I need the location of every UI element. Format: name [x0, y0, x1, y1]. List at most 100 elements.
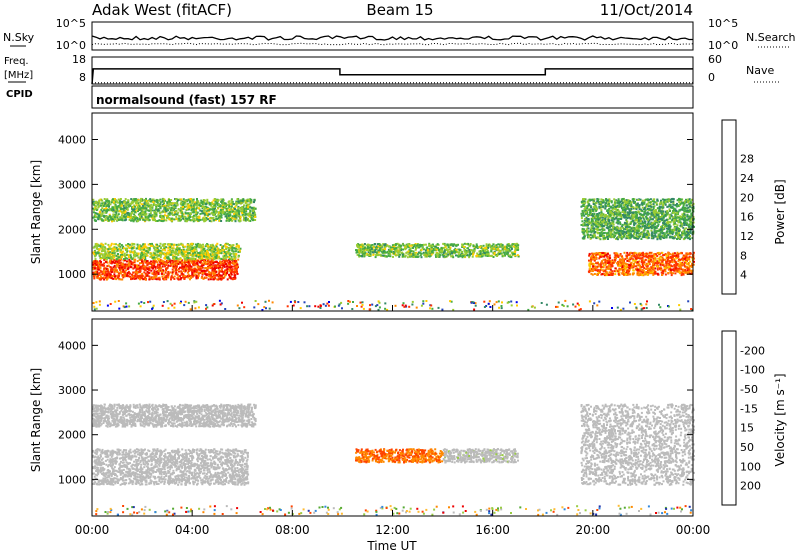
data-point — [104, 202, 107, 205]
data-point — [119, 251, 122, 254]
data-point — [137, 264, 140, 267]
data-point — [183, 257, 186, 260]
data-point — [224, 269, 227, 272]
data-point — [117, 259, 120, 262]
data-point — [124, 198, 127, 201]
data-point — [210, 220, 213, 223]
data-point — [114, 267, 117, 270]
data-point — [242, 214, 245, 217]
data-point — [163, 262, 166, 265]
data-point — [626, 251, 629, 254]
data-point — [197, 207, 200, 210]
data-point — [420, 256, 423, 259]
data-point — [95, 260, 98, 263]
data-point — [144, 216, 147, 219]
data-point — [177, 276, 180, 279]
data-point — [195, 277, 198, 280]
data-point — [213, 255, 216, 258]
data-point — [211, 243, 214, 246]
data-point — [192, 210, 195, 213]
data-point — [189, 265, 192, 268]
data-point — [182, 273, 185, 276]
data-point — [193, 202, 196, 205]
data-point — [158, 245, 161, 248]
data-point — [101, 273, 104, 275]
data-point — [97, 268, 100, 271]
data-point — [200, 265, 203, 268]
data-point — [154, 267, 157, 270]
data-point — [236, 270, 238, 273]
data-point — [389, 255, 392, 258]
data-point — [171, 208, 174, 211]
data-point — [134, 265, 136, 268]
data-point — [133, 204, 136, 207]
data-point — [232, 250, 235, 253]
data-point — [114, 209, 117, 212]
data-point — [96, 216, 99, 219]
data-point — [108, 251, 111, 254]
data-point — [202, 219, 205, 221]
data-point — [206, 269, 209, 271]
data-point — [146, 270, 149, 273]
data-point — [215, 217, 218, 220]
data-point — [166, 273, 169, 276]
data-point — [96, 202, 99, 205]
data-point — [228, 211, 231, 214]
data-point — [103, 278, 106, 281]
data-point — [194, 264, 197, 267]
data-point — [182, 245, 184, 248]
data-point — [219, 260, 221, 263]
data-point — [176, 259, 179, 261]
data-point — [641, 274, 644, 277]
data-point — [236, 198, 239, 201]
data-point — [97, 272, 100, 275]
data-point — [167, 256, 170, 259]
data-point — [465, 243, 468, 246]
data-point — [129, 250, 131, 253]
data-point — [209, 276, 212, 279]
data-point — [98, 249, 101, 252]
data-point — [230, 257, 233, 260]
data-point — [115, 264, 118, 267]
data-point — [404, 254, 407, 257]
data-point — [138, 247, 141, 250]
data-point — [368, 244, 371, 247]
data-point — [496, 255, 499, 257]
data-point — [155, 204, 157, 207]
data-point — [180, 198, 183, 201]
data-point — [94, 214, 96, 217]
data-point — [219, 274, 222, 277]
data-point — [145, 202, 148, 205]
data-point — [148, 278, 151, 281]
data-point — [117, 213, 120, 216]
data-point — [161, 265, 164, 268]
data-point — [212, 269, 215, 272]
data-point — [171, 247, 174, 250]
data-point — [173, 243, 176, 246]
data-point — [231, 278, 234, 281]
data-point — [204, 253, 207, 256]
data-point — [169, 211, 171, 214]
data-point — [111, 257, 114, 260]
data-point — [226, 217, 228, 220]
data-point — [97, 274, 100, 276]
data-point — [211, 265, 214, 268]
data-point — [177, 254, 180, 256]
data-point — [215, 257, 218, 260]
data-point — [235, 212, 237, 214]
data-point — [220, 267, 223, 270]
data-point — [230, 277, 233, 280]
data-point — [169, 265, 172, 267]
data-point — [183, 275, 186, 277]
data-point — [110, 201, 113, 204]
data-point — [374, 249, 377, 252]
data-point — [476, 245, 479, 247]
data-point — [492, 243, 495, 246]
data-point — [513, 250, 516, 253]
data-point — [395, 247, 398, 250]
data-point — [159, 242, 162, 245]
data-point — [158, 261, 161, 264]
data-point — [176, 213, 179, 216]
data-point — [189, 219, 192, 222]
data-point — [103, 262, 106, 265]
